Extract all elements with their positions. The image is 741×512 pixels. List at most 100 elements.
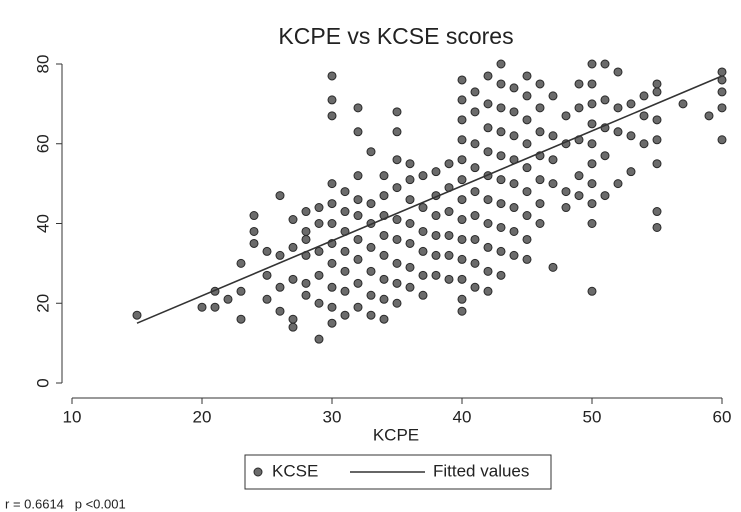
- point: [353, 234, 363, 244]
- point: [509, 179, 519, 189]
- point: [457, 95, 467, 105]
- point: [340, 246, 350, 256]
- point: [483, 266, 493, 276]
- point: [548, 262, 558, 272]
- point: [288, 215, 298, 225]
- point: [366, 147, 376, 157]
- point: [431, 211, 441, 221]
- point: [392, 183, 402, 193]
- point: [405, 195, 415, 205]
- point: [457, 75, 467, 85]
- point: [522, 234, 532, 244]
- point: [496, 127, 506, 137]
- point: [379, 314, 389, 324]
- point: [587, 59, 597, 69]
- point: [249, 211, 259, 221]
- point: [275, 306, 285, 316]
- point: [457, 175, 467, 185]
- point: [535, 127, 545, 137]
- point: [483, 242, 493, 252]
- point: [249, 238, 259, 248]
- point: [418, 270, 428, 280]
- point: [522, 187, 532, 197]
- point: [483, 195, 493, 205]
- fitted-line: [136, 75, 723, 324]
- point: [470, 187, 480, 197]
- point: [405, 282, 415, 292]
- chart-title: KCPE vs KCSE scores: [278, 23, 513, 49]
- annotation: r = 0.6614 p <0.001: [5, 496, 126, 511]
- point: [535, 79, 545, 89]
- point: [392, 258, 402, 268]
- point: [535, 175, 545, 185]
- point: [470, 107, 480, 117]
- point: [444, 230, 454, 240]
- point: [301, 290, 311, 300]
- point: [327, 318, 337, 328]
- point: [470, 234, 480, 244]
- point: [522, 211, 532, 221]
- point: [379, 191, 389, 201]
- point: [509, 250, 519, 260]
- point: [626, 131, 636, 141]
- point: [405, 238, 415, 248]
- x-tick-label: 60: [713, 407, 732, 426]
- point: [340, 286, 350, 296]
- point: [483, 99, 493, 109]
- point: [340, 207, 350, 217]
- point: [366, 310, 376, 320]
- y-tick-label: 60: [33, 134, 52, 153]
- point: [431, 230, 441, 240]
- point: [366, 290, 376, 300]
- point: [535, 103, 545, 113]
- point: [444, 274, 454, 284]
- x-axis-label: KCPE: [373, 425, 419, 444]
- point: [236, 258, 246, 268]
- point: [600, 95, 610, 105]
- point: [236, 286, 246, 296]
- point: [652, 222, 662, 232]
- point: [639, 139, 649, 149]
- point: [314, 219, 324, 228]
- point: [353, 254, 363, 264]
- legend-label: KCSE: [272, 461, 318, 480]
- point: [418, 171, 428, 181]
- point: [509, 203, 519, 213]
- point: [327, 282, 337, 292]
- point: [457, 274, 467, 284]
- x-tick-label: 10: [63, 407, 82, 426]
- point: [522, 71, 532, 81]
- point: [470, 258, 480, 268]
- point: [405, 159, 415, 169]
- legend-marker: [253, 467, 263, 477]
- point: [353, 302, 363, 312]
- point: [444, 250, 454, 260]
- point: [275, 191, 285, 201]
- point: [652, 135, 662, 145]
- x-tick-label: 30: [323, 407, 342, 426]
- point: [496, 222, 506, 232]
- point: [275, 250, 285, 260]
- point: [457, 254, 467, 264]
- point: [496, 59, 506, 69]
- point: [418, 290, 428, 300]
- point: [509, 131, 519, 141]
- point: [522, 91, 532, 101]
- point: [483, 147, 493, 157]
- point: [314, 246, 324, 256]
- point: [314, 298, 324, 308]
- point: [366, 266, 376, 276]
- point: [314, 203, 324, 213]
- point: [379, 171, 389, 181]
- point: [457, 306, 467, 316]
- point: [704, 111, 714, 121]
- point: [470, 87, 480, 97]
- point: [509, 83, 519, 93]
- point: [600, 151, 610, 161]
- point: [548, 155, 558, 165]
- point: [496, 199, 506, 209]
- point: [587, 159, 597, 169]
- point: [431, 270, 441, 280]
- x-tick-label: 50: [583, 407, 602, 426]
